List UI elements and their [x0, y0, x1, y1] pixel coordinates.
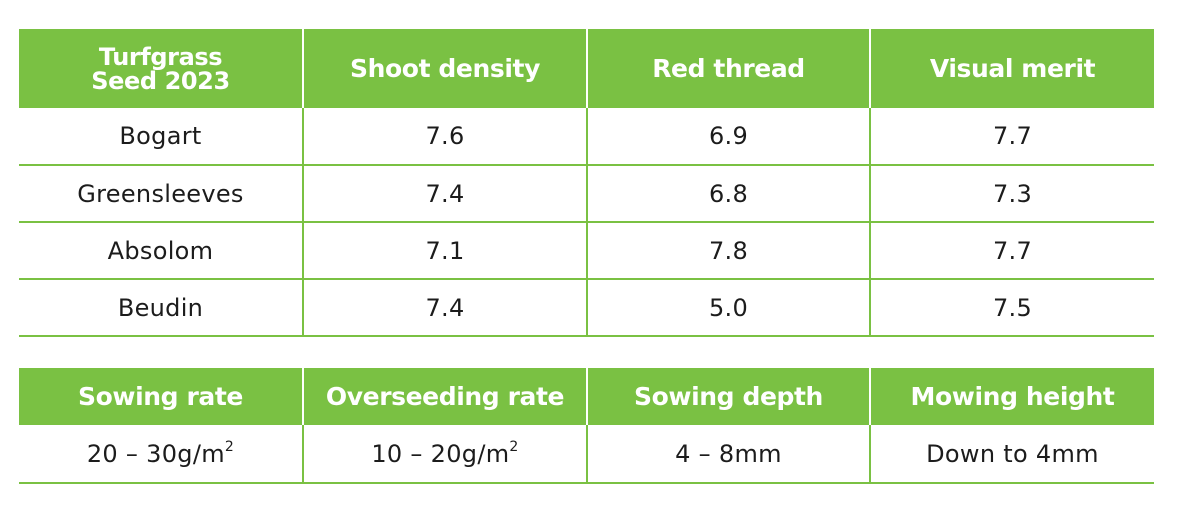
red-thread-cell: 5.0: [586, 279, 870, 337]
overseeding-rate-cell: 10 – 20g/m2: [302, 425, 587, 484]
variety-header-line-2: Seed 2023: [91, 66, 230, 95]
visual-merit-cell: 7.3: [869, 165, 1154, 223]
variety-cell: Beudin: [19, 279, 303, 337]
mowing-height-column-header: Mowing height: [869, 368, 1154, 425]
red-thread-cell: 7.8: [586, 222, 870, 280]
sowing-depth-column-header: Sowing depth: [586, 368, 870, 425]
variety-cell: Bogart: [19, 108, 303, 166]
table-row: Absolom 7.1 7.8 7.7: [19, 222, 1154, 280]
overseeding-rate-value: 10 – 20g/m: [371, 439, 510, 468]
red-thread-cell: 6.9: [586, 108, 870, 166]
visual-merit-cell: 7.5: [869, 279, 1154, 337]
trial-header-row: Turfgrass Seed 2023 Shoot density Red th…: [19, 29, 1154, 108]
sowing-rate-cell: 20 – 30g/m2: [19, 425, 303, 484]
variety-cell: Absolom: [19, 222, 303, 280]
sowing-depth-cell: 4 – 8mm: [586, 425, 870, 484]
table-row: Beudin 7.4 5.0 7.5: [19, 279, 1154, 337]
visual-merit-cell: 7.7: [869, 222, 1154, 280]
sowing-header-row: Sowing rate Overseeding rate Sowing dept…: [19, 368, 1154, 425]
overseeding-rate-exponent: 2: [509, 438, 519, 455]
table-row: Greensleeves 7.4 6.8 7.3: [19, 165, 1154, 223]
sowing-rate-value: 20 – 30g/m: [86, 439, 225, 468]
trial-results-table: Turfgrass Seed 2023 Shoot density Red th…: [19, 29, 1154, 337]
table-row: 20 – 30g/m2 10 – 20g/m2 4 – 8mm Down to …: [19, 425, 1154, 484]
sowing-rate-exponent: 2: [224, 438, 235, 455]
mowing-height-cell: Down to 4mm: [869, 425, 1154, 484]
variety-header-line-1: Turfgrass: [98, 42, 223, 71]
shoot-density-cell: 7.4: [302, 279, 587, 337]
visual-merit-column-header: Visual merit: [869, 29, 1154, 108]
table-row: Bogart 7.6 6.9 7.7: [19, 108, 1154, 166]
shoot-density-cell: 7.6: [302, 108, 587, 166]
red-thread-column-header: Red thread: [586, 29, 870, 108]
red-thread-cell: 6.8: [586, 165, 870, 223]
shoot-density-cell: 7.4: [302, 165, 587, 223]
shoot-density-column-header: Shoot density: [302, 29, 587, 108]
visual-merit-cell: 7.7: [869, 108, 1154, 166]
sowing-rate-column-header: Sowing rate: [19, 368, 303, 425]
variety-column-header: Turfgrass Seed 2023: [19, 29, 303, 108]
shoot-density-cell: 7.1: [302, 222, 587, 280]
overseeding-rate-column-header: Overseeding rate: [302, 368, 587, 425]
sowing-guidance-table: Sowing rate Overseeding rate Sowing dept…: [19, 368, 1154, 484]
variety-cell: Greensleeves: [19, 165, 303, 223]
